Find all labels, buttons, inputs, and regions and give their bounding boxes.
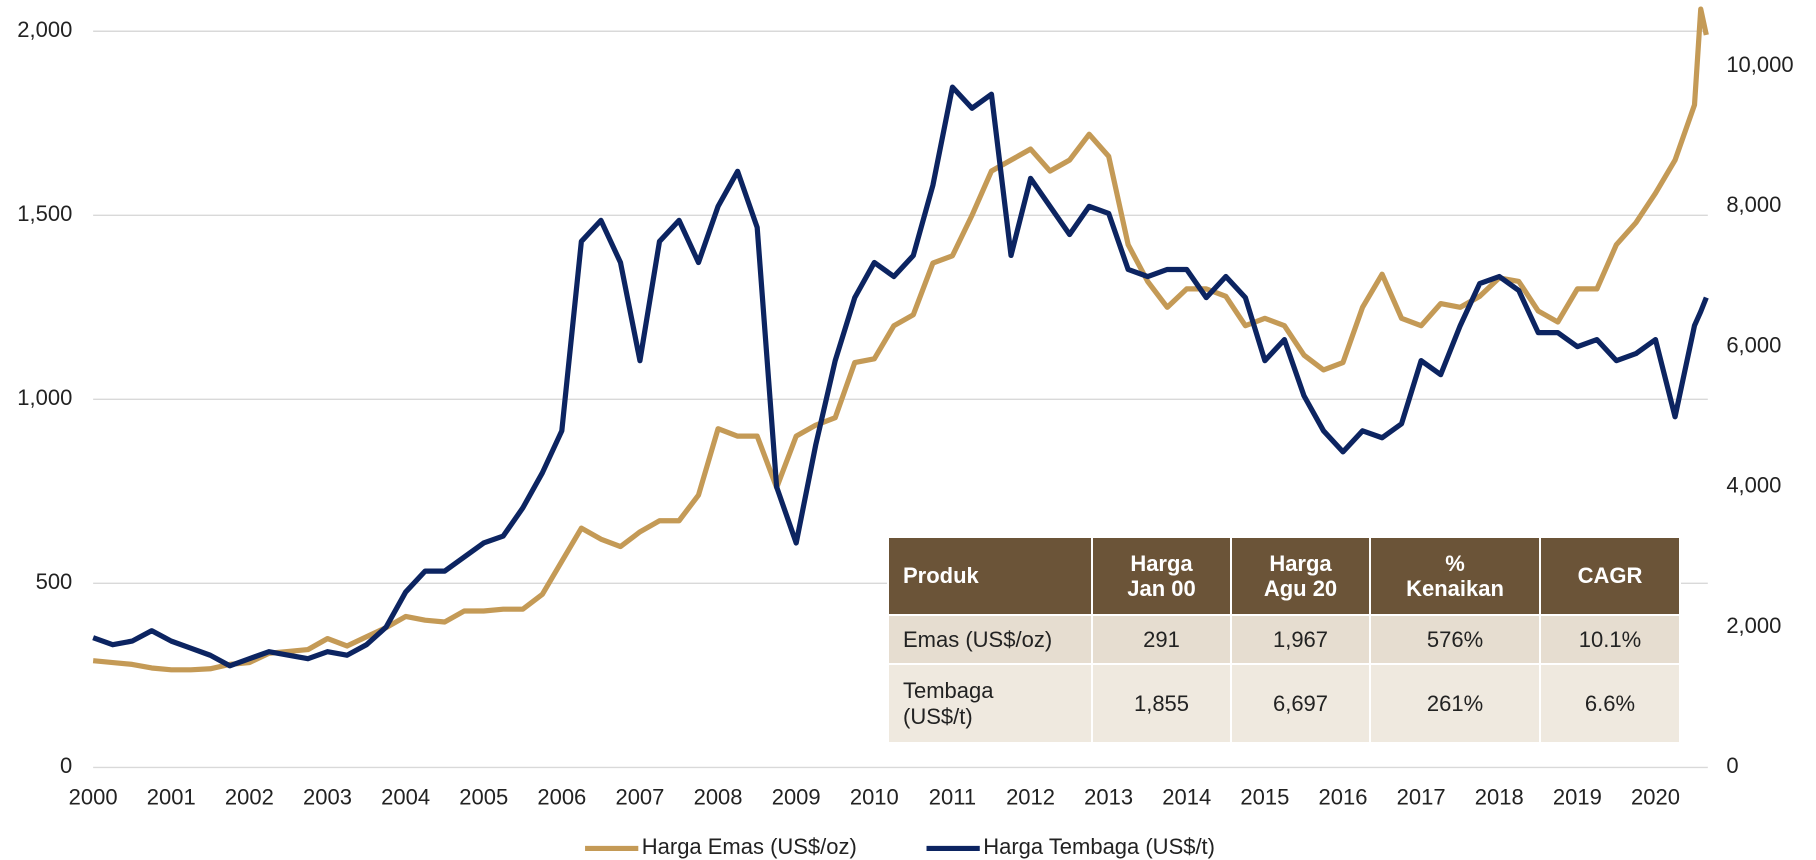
x-tick-label: 2001 <box>147 784 196 809</box>
cell: Tembaga (US$/t) <box>887 663 1093 744</box>
x-tick-label: 2017 <box>1397 784 1446 809</box>
cell: 261% <box>1369 663 1541 744</box>
x-tick-label: 2012 <box>1006 784 1055 809</box>
legend-label: Harga Emas (US$/oz) <box>642 834 857 859</box>
table-row: Tembaga (US$/t) 1,855 6,697 261% 6.6% <box>887 663 1681 744</box>
summary-table: Produk Harga Jan 00 Harga Agu 20 % Kenai… <box>887 536 1681 744</box>
x-tick-label: 2015 <box>1240 784 1289 809</box>
series-line <box>92 6 1709 673</box>
x-tick-label: 2018 <box>1475 784 1524 809</box>
x-tick-label: 2016 <box>1319 784 1368 809</box>
x-tick-label: 2002 <box>225 784 274 809</box>
cell: 1,855 <box>1091 663 1232 744</box>
y2-tick-label: 8,000 <box>1726 192 1781 217</box>
cell: 576% <box>1369 614 1541 665</box>
x-tick-label: 2009 <box>772 784 821 809</box>
cell: 6,697 <box>1230 663 1371 744</box>
x-tick-label: 2013 <box>1084 784 1133 809</box>
table-header: Produk Harga Jan 00 Harga Agu 20 % Kenai… <box>887 536 1681 616</box>
y-tick-label: 1,500 <box>17 201 72 226</box>
x-tick-label: 2006 <box>537 784 586 809</box>
table-row: Emas (US$/oz) 291 1,967 576% 10.1% <box>887 614 1681 665</box>
header-cell: CAGR <box>1539 536 1681 616</box>
y2-tick-label: 0 <box>1726 753 1738 778</box>
x-tick-label: 2008 <box>694 784 743 809</box>
cell: 1,967 <box>1230 614 1371 665</box>
header-cell: Harga Jan 00 <box>1091 536 1232 616</box>
x-tick-label: 2004 <box>381 784 430 809</box>
header-cell: Harga Agu 20 <box>1230 536 1371 616</box>
x-tick-label: 2003 <box>303 784 352 809</box>
x-tick-label: 2000 <box>69 784 118 809</box>
series-line <box>92 84 1709 669</box>
y-tick-label: 2,000 <box>17 17 72 42</box>
x-tick-label: 2005 <box>459 784 508 809</box>
y2-tick-label: 4,000 <box>1726 473 1781 498</box>
x-tick-label: 2010 <box>850 784 899 809</box>
cell: 6.6% <box>1539 663 1681 744</box>
cell: 291 <box>1091 614 1232 665</box>
header-cell: Produk <box>887 536 1093 616</box>
cell: 10.1% <box>1539 614 1681 665</box>
y2-tick-label: 2,000 <box>1726 613 1781 638</box>
x-tick-label: 2020 <box>1631 784 1680 809</box>
x-tick-label: 2011 <box>929 784 976 809</box>
y-tick-label: 1,000 <box>17 385 72 410</box>
x-tick-label: 2019 <box>1553 784 1602 809</box>
header-cell: % Kenaikan <box>1369 536 1541 616</box>
cell: Emas (US$/oz) <box>887 614 1093 665</box>
legend-label: Harga Tembaga (US$/t) <box>983 834 1215 859</box>
x-tick-label: 2007 <box>615 784 664 809</box>
y2-tick-label: 10,000 <box>1726 52 1793 77</box>
x-tick-label: 2014 <box>1162 784 1211 809</box>
y2-tick-label: 6,000 <box>1726 332 1781 357</box>
y-tick-label: 500 <box>36 569 73 594</box>
y-tick-label: 0 <box>60 753 72 778</box>
